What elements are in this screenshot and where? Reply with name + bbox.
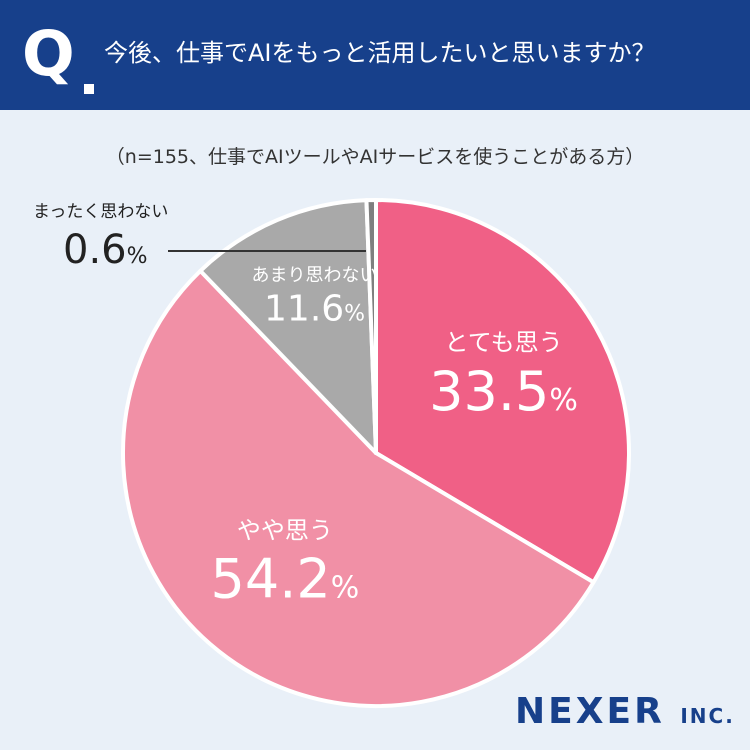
label-somewhat-agree-name: やや思う [237, 516, 333, 544]
logo-name: NEXER [515, 691, 665, 732]
q-mark-dot [84, 84, 94, 94]
callout-value-number: 0.6 [63, 227, 127, 273]
slice-somewhat-agree [121, 268, 596, 709]
label-strongly-agree-name: とても思う [444, 329, 562, 357]
sample-note: （n=155、仕事でAIツールやAIサービスを使うことがある方） [105, 146, 645, 168]
question-text: 今後、仕事でAIをもっと活用したいと思いますか？ [104, 39, 656, 67]
slice-strongly-agree [374, 198, 631, 585]
q-mark: Q [22, 17, 75, 90]
callout-value-percent: % [126, 244, 148, 269]
nexer-logo: NEXER INC. [515, 690, 735, 738]
label-somewhat-disagree-name: あまり思わない [252, 265, 378, 286]
callout-leader-line [168, 250, 366, 252]
logo-suffix: INC. [680, 704, 735, 728]
label-strongly-agree: とても思う 33.5% [429, 329, 578, 423]
slice-somewhat-disagree [198, 198, 378, 455]
label-strongly-agree-value: 33.5% [429, 360, 578, 423]
label-somewhat-disagree-value: 11.6% [264, 288, 365, 329]
callout-value-strongly-disagree: 0.6% [63, 224, 148, 283]
slice-strongly-disagree [364, 198, 378, 455]
callout-label-strongly-disagree: まったく思わない [33, 202, 169, 222]
question-header: Q 今後、仕事でAIをもっと活用したいと思いますか？ [0, 0, 750, 110]
